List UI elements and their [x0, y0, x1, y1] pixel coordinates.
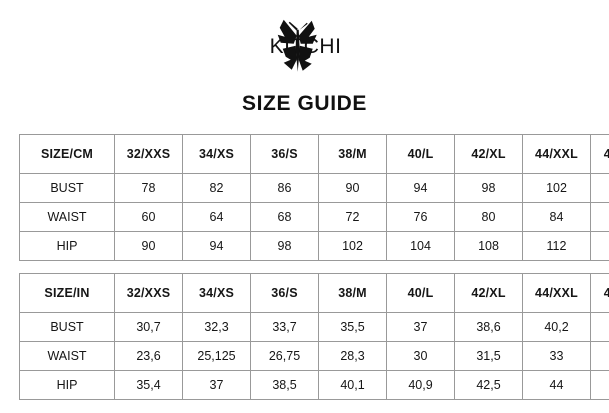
measurement-cell: 35,4: [114, 370, 183, 400]
measurement-cell: 45,6: [590, 370, 609, 400]
column-header-size: 34/XS: [182, 273, 251, 313]
table-header-row: SIZE/IN 32/XXS 34/XS 36/S 38/M 40/L 42/X…: [19, 273, 609, 313]
measurement-cell: 35,5: [318, 312, 387, 342]
measurement-cell: 90: [318, 173, 387, 203]
row-label: WAIST: [19, 202, 115, 232]
table-row: BUST 78 82 86 90 94 98 102 106: [19, 173, 609, 203]
column-header-size: 34/XS: [182, 134, 251, 174]
column-header-size: 42/XL: [454, 134, 523, 174]
column-header-size: 36/S: [250, 134, 319, 174]
measurement-cell: 88: [590, 202, 609, 232]
row-label: HIP: [19, 370, 115, 400]
measurement-cell: 78: [114, 173, 183, 203]
measurement-cell: 102: [522, 173, 591, 203]
measurement-cell: 90: [114, 231, 183, 261]
measurement-cell: 30,7: [114, 312, 183, 342]
size-tables-container: SIZE/CM 32/XXS 34/XS 36/S 38/M 40/L 42/X…: [0, 134, 609, 400]
table-row: WAIST 23,6 25,125 26,75 28,3 30 31,5 33 …: [19, 341, 609, 371]
measurement-cell: 28,3: [318, 341, 387, 371]
table-header-row: SIZE/CM 32/XXS 34/XS 36/S 38/M 40/L 42/X…: [19, 134, 609, 174]
measurement-cell: 104: [386, 231, 455, 261]
measurement-cell: 38,5: [250, 370, 319, 400]
measurement-cell: 41,7: [590, 312, 609, 342]
measurement-cell: 42,5: [454, 370, 523, 400]
measurement-cell: 26,75: [250, 341, 319, 371]
measurement-cell: 80: [454, 202, 523, 232]
measurement-cell: 32,3: [182, 312, 251, 342]
brand-header: KITCHI: [0, 0, 609, 92]
size-table-cm: SIZE/CM 32/XXS 34/XS 36/S 38/M 40/L 42/X…: [19, 134, 609, 261]
measurement-cell: 33,7: [250, 312, 319, 342]
measurement-cell: 60: [114, 202, 183, 232]
column-header-size: 36/S: [250, 273, 319, 313]
measurement-cell: 37: [182, 370, 251, 400]
column-header-size: 40/L: [386, 273, 455, 313]
measurement-cell: 37: [386, 312, 455, 342]
size-table-in: SIZE/IN 32/XXS 34/XS 36/S 38/M 40/L 42/X…: [19, 273, 609, 400]
column-header-size: 42/XL: [454, 273, 523, 313]
measurement-cell: 94: [182, 231, 251, 261]
measurement-cell: 40,9: [386, 370, 455, 400]
measurement-cell: 116: [590, 231, 609, 261]
measurement-cell: 98: [454, 173, 523, 203]
column-header-size: 38/M: [318, 134, 387, 174]
measurement-cell: 31,5: [454, 341, 523, 371]
table-row: WAIST 60 64 68 72 76 80 84 88: [19, 202, 609, 232]
row-label: HIP: [19, 231, 115, 261]
column-header-size: 46/3XL: [590, 273, 609, 313]
column-header-size: 44/XXL: [522, 134, 591, 174]
measurement-cell: 98: [250, 231, 319, 261]
column-header-size: 32/XXS: [114, 134, 183, 174]
measurement-cell: 72: [318, 202, 387, 232]
column-header-unit: SIZE/CM: [19, 134, 115, 174]
table-row: BUST 30,7 32,3 33,7 35,5 37 38,6 40,2 41…: [19, 312, 609, 342]
measurement-cell: 106: [590, 173, 609, 203]
measurement-cell: 34,65: [590, 341, 609, 371]
row-label: BUST: [19, 312, 115, 342]
measurement-cell: 33: [522, 341, 591, 371]
brand-wordmark: KITCHI: [269, 34, 342, 58]
measurement-cell: 40,2: [522, 312, 591, 342]
measurement-cell: 94: [386, 173, 455, 203]
measurement-cell: 102: [318, 231, 387, 261]
measurement-cell: 112: [522, 231, 591, 261]
row-label: WAIST: [19, 341, 115, 371]
column-header-unit: SIZE/IN: [19, 273, 115, 313]
column-header-size: 38/M: [318, 273, 387, 313]
measurement-cell: 23,6: [114, 341, 183, 371]
logo-lockup[interactable]: KITCHI: [230, 16, 380, 76]
measurement-cell: 40,1: [318, 370, 387, 400]
measurement-cell: 76: [386, 202, 455, 232]
page-title: SIZE GUIDE: [241, 92, 368, 115]
measurement-cell: 64: [182, 202, 251, 232]
row-label: BUST: [19, 173, 115, 203]
measurement-cell: 82: [182, 173, 251, 203]
measurement-cell: 84: [522, 202, 591, 232]
column-header-size: 44/XXL: [522, 273, 591, 313]
column-header-size: 40/L: [386, 134, 455, 174]
table-row: HIP 90 94 98 102 104 108 112 116: [19, 231, 609, 261]
measurement-cell: 30: [386, 341, 455, 371]
measurement-cell: 44: [522, 370, 591, 400]
measurement-cell: 108: [454, 231, 523, 261]
measurement-cell: 25,125: [182, 341, 251, 371]
measurement-cell: 86: [250, 173, 319, 203]
measurement-cell: 38,6: [454, 312, 523, 342]
measurement-cell: 68: [250, 202, 319, 232]
table-row: HIP 35,4 37 38,5 40,1 40,9 42,5 44 45,6: [19, 370, 609, 400]
column-header-size: 46/3XL: [590, 134, 609, 174]
column-header-size: 32/XXS: [114, 273, 183, 313]
